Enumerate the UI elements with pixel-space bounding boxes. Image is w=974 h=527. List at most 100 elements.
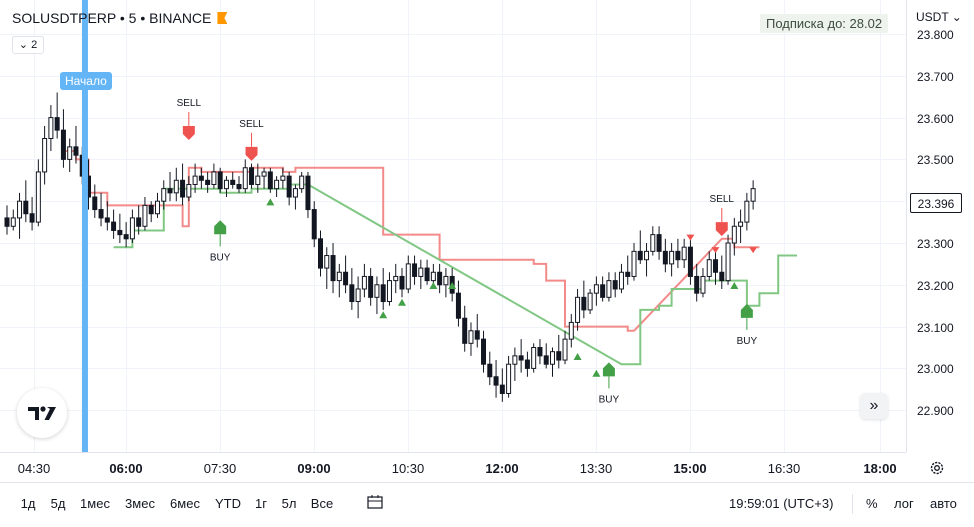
candle <box>587 288 593 315</box>
candle-body-down <box>349 284 355 303</box>
gear-icon[interactable] <box>928 459 946 477</box>
time-axis[interactable]: 04:30 06:00 07:30 09:00 10:30 12:00 13:30 15:00… <box>0 452 906 482</box>
candle <box>537 339 543 365</box>
price-tick-label: 23.800 <box>917 27 954 42</box>
candle <box>694 263 700 302</box>
price-tick-label: 22.900 <box>917 403 954 418</box>
candle <box>361 263 367 298</box>
candle-body-down <box>437 271 443 286</box>
candle-body-up <box>738 221 744 227</box>
bottom-toolbar: 1д 5д 1мес 3мес 6мес YTD 1г 5л Все 19:59:01 (UTC… <box>0 482 974 527</box>
candle <box>211 163 217 189</box>
range-button[interactable]: 1мес <box>80 496 110 511</box>
candle-body-down <box>73 146 79 156</box>
date-range-calendar-icon[interactable] <box>366 493 384 514</box>
scroll-to-realtime-button[interactable]: » <box>860 393 888 419</box>
candle-body-down <box>205 179 211 185</box>
candle <box>493 360 499 398</box>
candle <box>669 243 675 277</box>
clock-timezone[interactable]: 19:59:01 (UTC+3) <box>729 496 834 511</box>
candle-body-up <box>531 347 537 369</box>
candle-body-down <box>637 250 643 261</box>
candle <box>267 167 273 193</box>
symbol-title[interactable]: SOLUSDTPERP • 5 • BINANCE <box>12 10 212 26</box>
sell-signal: SELL <box>710 194 734 237</box>
candle-body-down <box>455 292 461 319</box>
candle-body-down <box>537 347 543 357</box>
trend-lines <box>63 150 797 366</box>
candle-body-up <box>506 363 512 394</box>
candle <box>468 322 474 356</box>
candle <box>330 243 336 294</box>
candle <box>186 176 192 202</box>
candle <box>92 184 98 218</box>
candle-body-up <box>587 292 593 311</box>
log-scale-button[interactable]: лог <box>894 496 914 511</box>
range-button[interactable]: 5л <box>281 496 297 511</box>
range-button[interactable]: 6мес <box>170 496 200 511</box>
candle <box>443 268 449 298</box>
candle-body-up <box>669 250 675 265</box>
sell-arrow <box>686 234 695 241</box>
tradingview-logo-icon[interactable] <box>17 388 67 438</box>
range-button[interactable]: 1г <box>255 496 267 511</box>
sell-signal <box>686 234 695 241</box>
candle-body-up <box>549 351 555 365</box>
sell-signal-marker <box>245 146 258 161</box>
candle <box>644 243 650 277</box>
candlestick-chart[interactable]: SELL SELL BUY BUY SELL BUY <box>0 0 906 452</box>
grid <box>0 0 906 452</box>
range-button[interactable]: 3мес <box>125 496 155 511</box>
symbol-legend[interactable]: SOLUSDTPERP • 5 • BINANCE <box>12 10 228 26</box>
candle-body-up <box>336 271 342 282</box>
candle <box>562 330 568 365</box>
flag-icon[interactable] <box>217 12 228 24</box>
candle <box>474 314 480 348</box>
candle-body-down <box>198 175 204 181</box>
candle-body-down <box>556 351 562 361</box>
candle-body-up <box>568 321 574 340</box>
candle-body-up <box>575 296 581 323</box>
auto-scale-button[interactable]: авто <box>930 496 957 511</box>
candle <box>600 276 606 302</box>
subscription-badge: Подписка до: 28.02 <box>760 14 889 33</box>
range-button[interactable]: 1д <box>20 496 36 511</box>
buy-arrow <box>573 353 582 361</box>
candle <box>129 209 135 243</box>
indicator-collapse-button[interactable]: ⌄ 2 <box>12 36 44 54</box>
candle-body-up <box>644 250 650 261</box>
percent-scale-button[interactable]: % <box>866 496 878 511</box>
candle-body-up <box>681 246 687 261</box>
candle-body-up <box>299 175 305 190</box>
candle-body-up <box>650 234 656 252</box>
chart-plot-area[interactable]: SELL SELL BUY BUY SELL BUY SOLUSDTPERP • 5 • … <box>0 0 906 452</box>
candle <box>42 125 48 185</box>
buy-arrow <box>448 281 457 289</box>
buy-signal <box>448 281 457 289</box>
candle-body-down <box>29 213 35 223</box>
buy-signal <box>573 353 582 361</box>
candle-body-down <box>719 271 725 282</box>
candle-body-down <box>104 217 110 223</box>
range-button[interactable]: YTD <box>215 496 241 511</box>
range-button[interactable]: Все <box>310 496 334 511</box>
range-button[interactable]: 5д <box>50 496 66 511</box>
candle <box>593 276 599 306</box>
candle-body-up <box>393 275 399 282</box>
currency-selector[interactable]: USDT ⌄ <box>916 10 962 24</box>
candle <box>274 176 280 198</box>
candle <box>675 238 681 269</box>
candle-body-down <box>380 284 386 303</box>
candle-body-down <box>600 284 606 298</box>
candle-body-down <box>424 267 430 282</box>
candle <box>236 176 242 193</box>
candle-body-down <box>687 246 693 277</box>
candle <box>575 288 581 331</box>
candle <box>725 234 731 285</box>
candle <box>111 209 117 239</box>
candle-body-down <box>412 263 418 277</box>
sell-signal <box>749 247 758 254</box>
candle <box>67 138 73 172</box>
price-axis[interactable]: 23.80023.70023.60023.50023.40023.30023.2… <box>906 0 974 452</box>
candle-body-down <box>305 175 311 211</box>
